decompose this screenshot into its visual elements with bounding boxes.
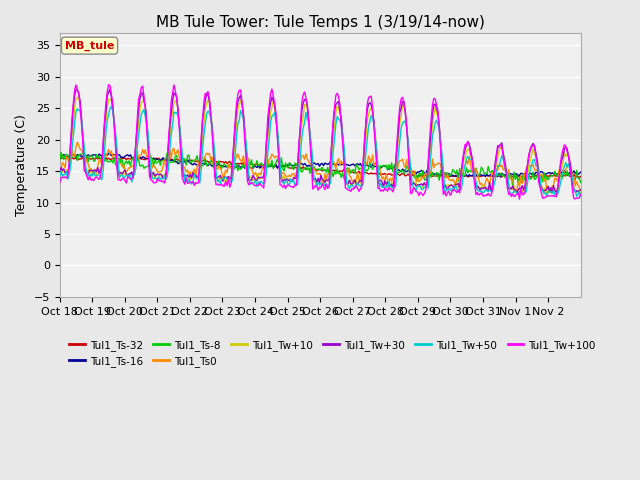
Legend: Tul1_Ts-32, Tul1_Ts-16, Tul1_Ts-8, Tul1_Ts0, Tul1_Tw+10, Tul1_Tw+30, Tul1_Tw+50,: Tul1_Ts-32, Tul1_Ts-16, Tul1_Ts-8, Tul1_…: [65, 336, 600, 371]
Y-axis label: Temperature (C): Temperature (C): [15, 114, 28, 216]
Text: MB_tule: MB_tule: [65, 40, 114, 51]
Title: MB Tule Tower: Tule Temps 1 (3/19/14-now): MB Tule Tower: Tule Temps 1 (3/19/14-now…: [156, 15, 484, 30]
